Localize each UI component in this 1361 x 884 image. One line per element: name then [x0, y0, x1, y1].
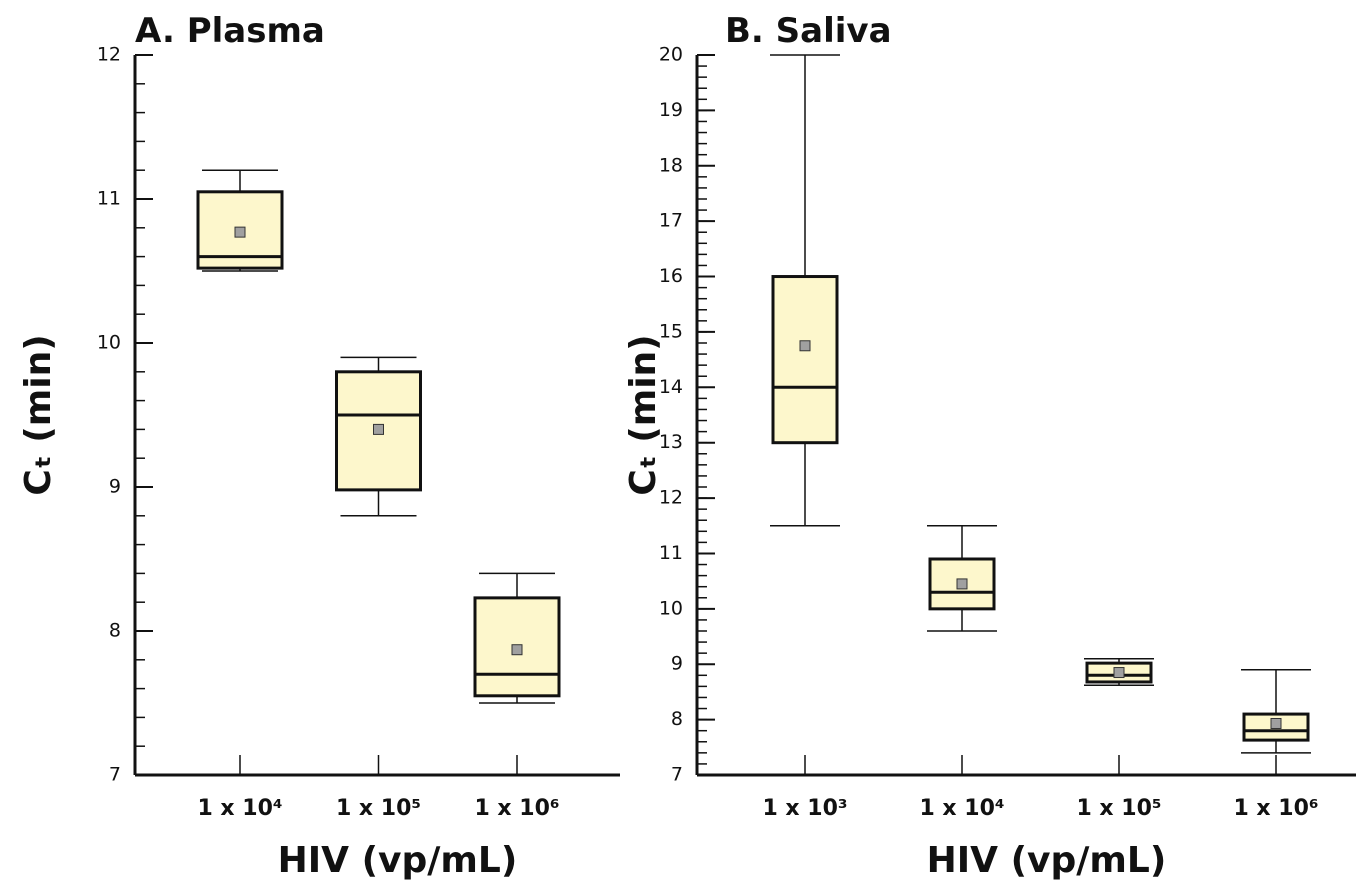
y-tick-label: 10 [659, 597, 683, 619]
y-tick-label: 9 [109, 476, 121, 498]
x-tick-label: 1 x 10³ [762, 796, 847, 821]
mean-marker [1113, 667, 1125, 679]
x-tick-label: 1 x 10⁶ [1233, 796, 1318, 821]
x-tick-label: 1 x 10⁵ [336, 796, 421, 821]
mean-marker [799, 340, 811, 352]
chart-title: A. Plasma [135, 11, 325, 51]
y-tick-label: 8 [109, 620, 121, 642]
chart-title: B. Saliva [725, 11, 892, 51]
y-tick-label: 8 [671, 708, 683, 730]
y-tick-label: 13 [659, 431, 683, 453]
x-axis-label: HIV (vp/mL) [278, 840, 518, 881]
x-axis-label: HIV (vp/mL) [927, 840, 1167, 881]
y-tick-label: 20 [659, 44, 683, 66]
y-tick-label: 16 [659, 265, 683, 287]
mean-marker [234, 226, 246, 238]
y-tick-label: 9 [671, 653, 683, 675]
mean-marker [373, 423, 384, 435]
y-tick-label: 19 [659, 99, 683, 121]
y-tick-label: 7 [671, 764, 683, 786]
y-tick-label: 11 [97, 188, 121, 210]
mean-marker [511, 644, 523, 656]
x-tick-label: 1 x 10⁴ [197, 796, 282, 821]
y-tick-label: 10 [97, 332, 121, 354]
y-tick-label: 18 [659, 154, 683, 176]
x-tick-label: 1 x 10⁵ [1076, 796, 1161, 821]
x-tick-label: 1 x 10⁴ [919, 796, 1004, 821]
y-tick-label: 12 [97, 44, 121, 66]
y-tick-label: 7 [109, 764, 121, 786]
y-tick-label: 12 [659, 487, 683, 509]
y-tick-label: 11 [659, 542, 683, 564]
mean-marker [1270, 717, 1282, 729]
y-tick-label: 15 [659, 320, 683, 342]
y-axis-label: Cₜ (min) [623, 334, 664, 495]
x-tick-label: 1 x 10⁶ [474, 796, 559, 821]
y-tick-label: 14 [659, 376, 683, 398]
box [771, 275, 839, 445]
y-tick-label: 17 [659, 210, 683, 232]
y-axis-label: Cₜ (min) [18, 334, 59, 495]
mean-marker [956, 578, 968, 590]
